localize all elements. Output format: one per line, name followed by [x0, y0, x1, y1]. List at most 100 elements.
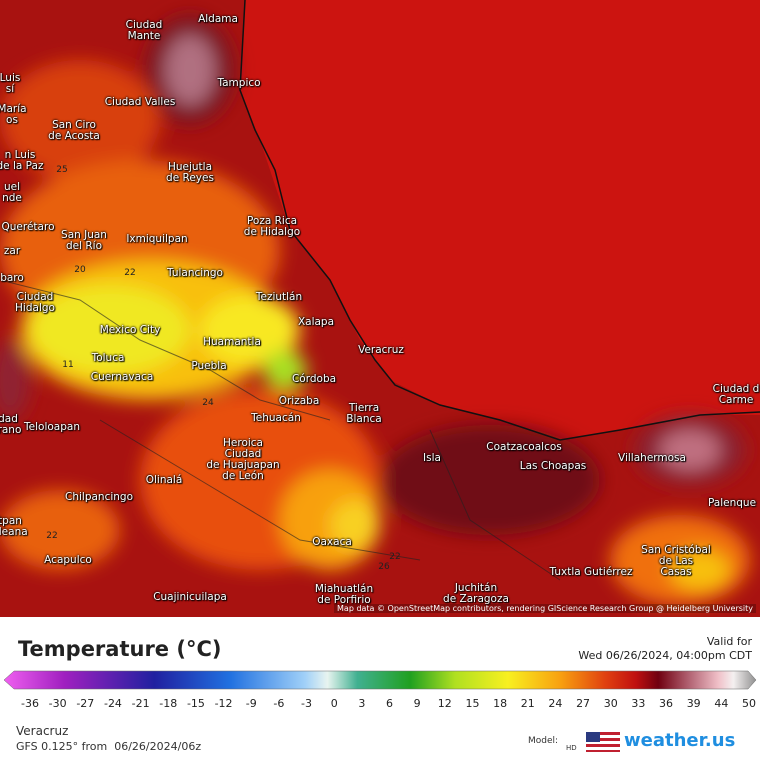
place-label: Las Choapas [519, 460, 587, 472]
place-label: Teloloapan [24, 421, 80, 433]
place-label: Ciudad Mante [125, 19, 163, 42]
place-label: baro [0, 272, 24, 284]
legend-title: Temperature (°C) [18, 637, 222, 661]
place-label: Oaxaca [312, 536, 352, 548]
contour-label: 24 [202, 398, 214, 408]
place-label: Coatzacoalcos [486, 441, 562, 453]
map [0, 0, 760, 617]
place-label: Puebla [191, 360, 227, 372]
colorbar-tick-label: 18 [493, 697, 508, 710]
place-label: Querétaro [1, 221, 55, 233]
place-label: Miahuatlán de Porfirio [314, 583, 374, 606]
temperature-field [0, 15, 750, 605]
colorbar-tick-label: 9 [413, 697, 421, 710]
place-label: Ciudad Valles [104, 96, 176, 108]
place-label: Ciudad d Carme [712, 383, 760, 406]
place-label: Luis sí [0, 72, 21, 95]
place-label: Mexico City [99, 324, 161, 336]
colorbar-tick-label: 12 [437, 697, 452, 710]
colorbar-tick-label: 30 [603, 697, 618, 710]
place-label: Veracruz [358, 344, 404, 356]
contour-label: 22 [389, 552, 401, 562]
place-label: Teziutlán [255, 291, 303, 303]
place-label: Aldama [198, 13, 238, 25]
colorbar-tick-label: -15 [186, 697, 205, 710]
place-label: Tehuacán [251, 412, 301, 424]
colorbar-tick-label: -36 [21, 697, 39, 710]
colorbar-tick-label: 24 [548, 697, 563, 710]
colorbar-tick-label: -12 [214, 697, 233, 710]
contour-label: 22 [46, 531, 58, 541]
place-label: San Cristóbal de Las Casas [641, 544, 711, 578]
colorbar-tick-label: 50 [742, 697, 756, 710]
place-label: María os [0, 103, 27, 126]
place-label: Ciudad Hidalgo [15, 291, 55, 314]
place-label: Ixmiquilpan [126, 233, 188, 245]
place-label: Olinalá [145, 474, 183, 486]
place-label: Orizaba [278, 395, 320, 407]
colorbar-tick-label: 36 [659, 697, 674, 710]
borders [0, 279, 561, 581]
colorbar-tick-label: 0 [330, 697, 338, 710]
place-label: zar [3, 245, 21, 257]
contour-label: 22 [124, 268, 136, 278]
valid-time: Wed 06/26/2024, 04:00pm CDT [578, 649, 752, 662]
colorbar-tick-label: 21 [520, 697, 535, 710]
colorbar-scale [3, 670, 757, 690]
contour-label: 20 [74, 265, 86, 275]
contour-label: 25 [56, 165, 68, 175]
contour-label: 26 [378, 562, 390, 572]
place-label: Poza Rica de Hidalgo [243, 215, 301, 238]
hd-label: HD [566, 744, 577, 752]
place-label: Cuernavaca [90, 371, 154, 383]
coastline [239, 0, 760, 441]
place-label: Villahermosa [618, 452, 686, 464]
colorbar-tick-label: 27 [576, 697, 591, 710]
place-label: San Juan del Río [61, 229, 107, 252]
place-label: tpan aleana [0, 515, 28, 538]
place-label: Tampico [217, 77, 261, 89]
colorbar-tick-label: 39 [686, 697, 701, 710]
place-label: Cuajinicuilapa [153, 591, 227, 603]
place-label: Juchitán de Zaragoza [443, 582, 509, 605]
place-label: Chilpancingo [64, 491, 134, 503]
contour-label: 11 [62, 360, 74, 370]
attribution: Map data © OpenStreetMap contributors, r… [334, 604, 756, 613]
place-label: dad irano [0, 413, 22, 436]
place-label: Isla [423, 452, 441, 464]
colorbar-tick-label: -9 [245, 697, 257, 710]
place-label: Palenque [707, 497, 757, 509]
colorbar-tick-label: -21 [131, 697, 150, 710]
place-label: uel nde [2, 181, 22, 204]
colorbar-tick-label: 44 [714, 697, 729, 710]
place-label: Tierra Blanca [346, 402, 382, 425]
place-label: Córdoba [291, 373, 337, 385]
model-info: GFS 0.125° from 06/26/2024/06z [16, 740, 202, 753]
place-label: San Ciro de Acosta [48, 119, 100, 142]
colorbar-tick-label: -27 [76, 697, 95, 710]
place-label: Tuxtla Gutiérrez [549, 566, 633, 578]
colorbar-tick-label: 3 [358, 697, 366, 710]
colorbar-tick-label: -30 [48, 697, 67, 710]
place-label: Toluca [91, 352, 125, 364]
place-label: Heroica Ciudad de Huajuapan de León [206, 437, 280, 482]
colorbar-tick-label: 6 [386, 697, 393, 710]
valid-label: Valid for [706, 635, 752, 648]
colorbar-tick-label: -3 [301, 697, 313, 710]
place-label: Tulancingo [167, 267, 223, 279]
model-label: Model: [528, 736, 559, 746]
place-label: Acapulco [44, 554, 92, 566]
place-label: Huejutla de Reyes [166, 161, 214, 184]
colorbar-tick-label: 33 [631, 697, 646, 710]
flag [586, 732, 620, 752]
place-label: Xalapa [297, 316, 335, 328]
brand: weather.us [624, 730, 736, 751]
place-label: Huamantla [203, 336, 261, 348]
colorbar-tick-label: -6 [273, 697, 285, 710]
colorbar-tick-label: -18 [159, 697, 178, 710]
colorbar [3, 670, 757, 690]
colorbar-tick-label: -24 [103, 697, 122, 710]
place-label: n Luis de la Paz [0, 149, 44, 172]
colorbar-tick-label: 15 [465, 697, 480, 710]
